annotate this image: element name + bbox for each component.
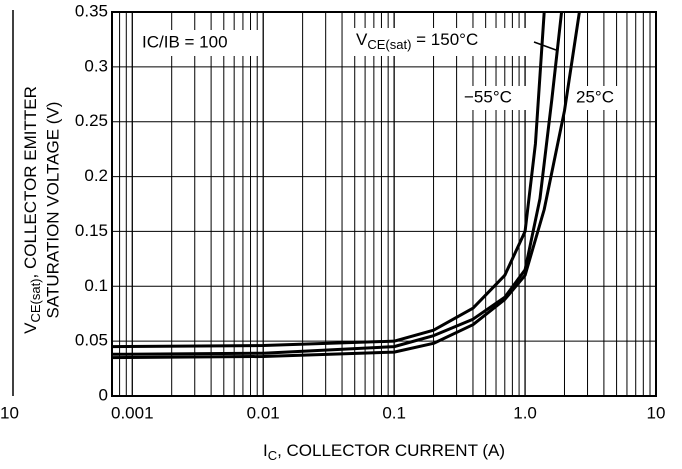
fragment-label: 10 — [0, 403, 19, 422]
y-tick-label: 0.25 — [75, 111, 108, 130]
annotation-bg — [574, 86, 624, 110]
annotation-arrow — [533, 41, 557, 51]
annotation: 25°C — [576, 87, 614, 106]
y-tick-label: 0.05 — [75, 331, 108, 350]
y-axis-label: VCE(sat), COLLECTOR EMITTER — [21, 86, 43, 334]
plot-frame — [111, 11, 657, 397]
y-tick-label: 0.35 — [75, 1, 108, 20]
line-series — [112, 12, 564, 356]
x-tick-label: 0.01 — [247, 403, 280, 422]
y-tick-label: 0.1 — [84, 276, 108, 295]
x-axis-label: IC, COLLECTOR CURRENT (A) — [263, 441, 505, 463]
annotation: VCE(sat) = 150°C — [356, 30, 478, 52]
line-series — [112, 12, 546, 349]
x-tick-label: 1.0 — [513, 403, 537, 422]
annotation-bg — [462, 86, 528, 110]
x-tick-label: 10 — [647, 403, 666, 422]
y-tick-label: 0.3 — [84, 56, 108, 75]
y-axis-label-line2: SATURATION VOLTAGE (V) — [43, 102, 62, 319]
annotation-bg — [138, 30, 258, 56]
annotation: IC/IB = 100 — [142, 32, 228, 51]
x-tick-label: 0.1 — [382, 403, 406, 422]
annotation: −55°C — [464, 87, 512, 106]
y-tick-label: 0.15 — [75, 221, 108, 240]
y-tick-label: 0.2 — [84, 166, 108, 185]
annotation-bg — [352, 28, 534, 56]
line-series — [112, 12, 581, 360]
y-tick-label: 0 — [99, 385, 108, 404]
x-tick-label: 0.001 — [111, 403, 154, 422]
